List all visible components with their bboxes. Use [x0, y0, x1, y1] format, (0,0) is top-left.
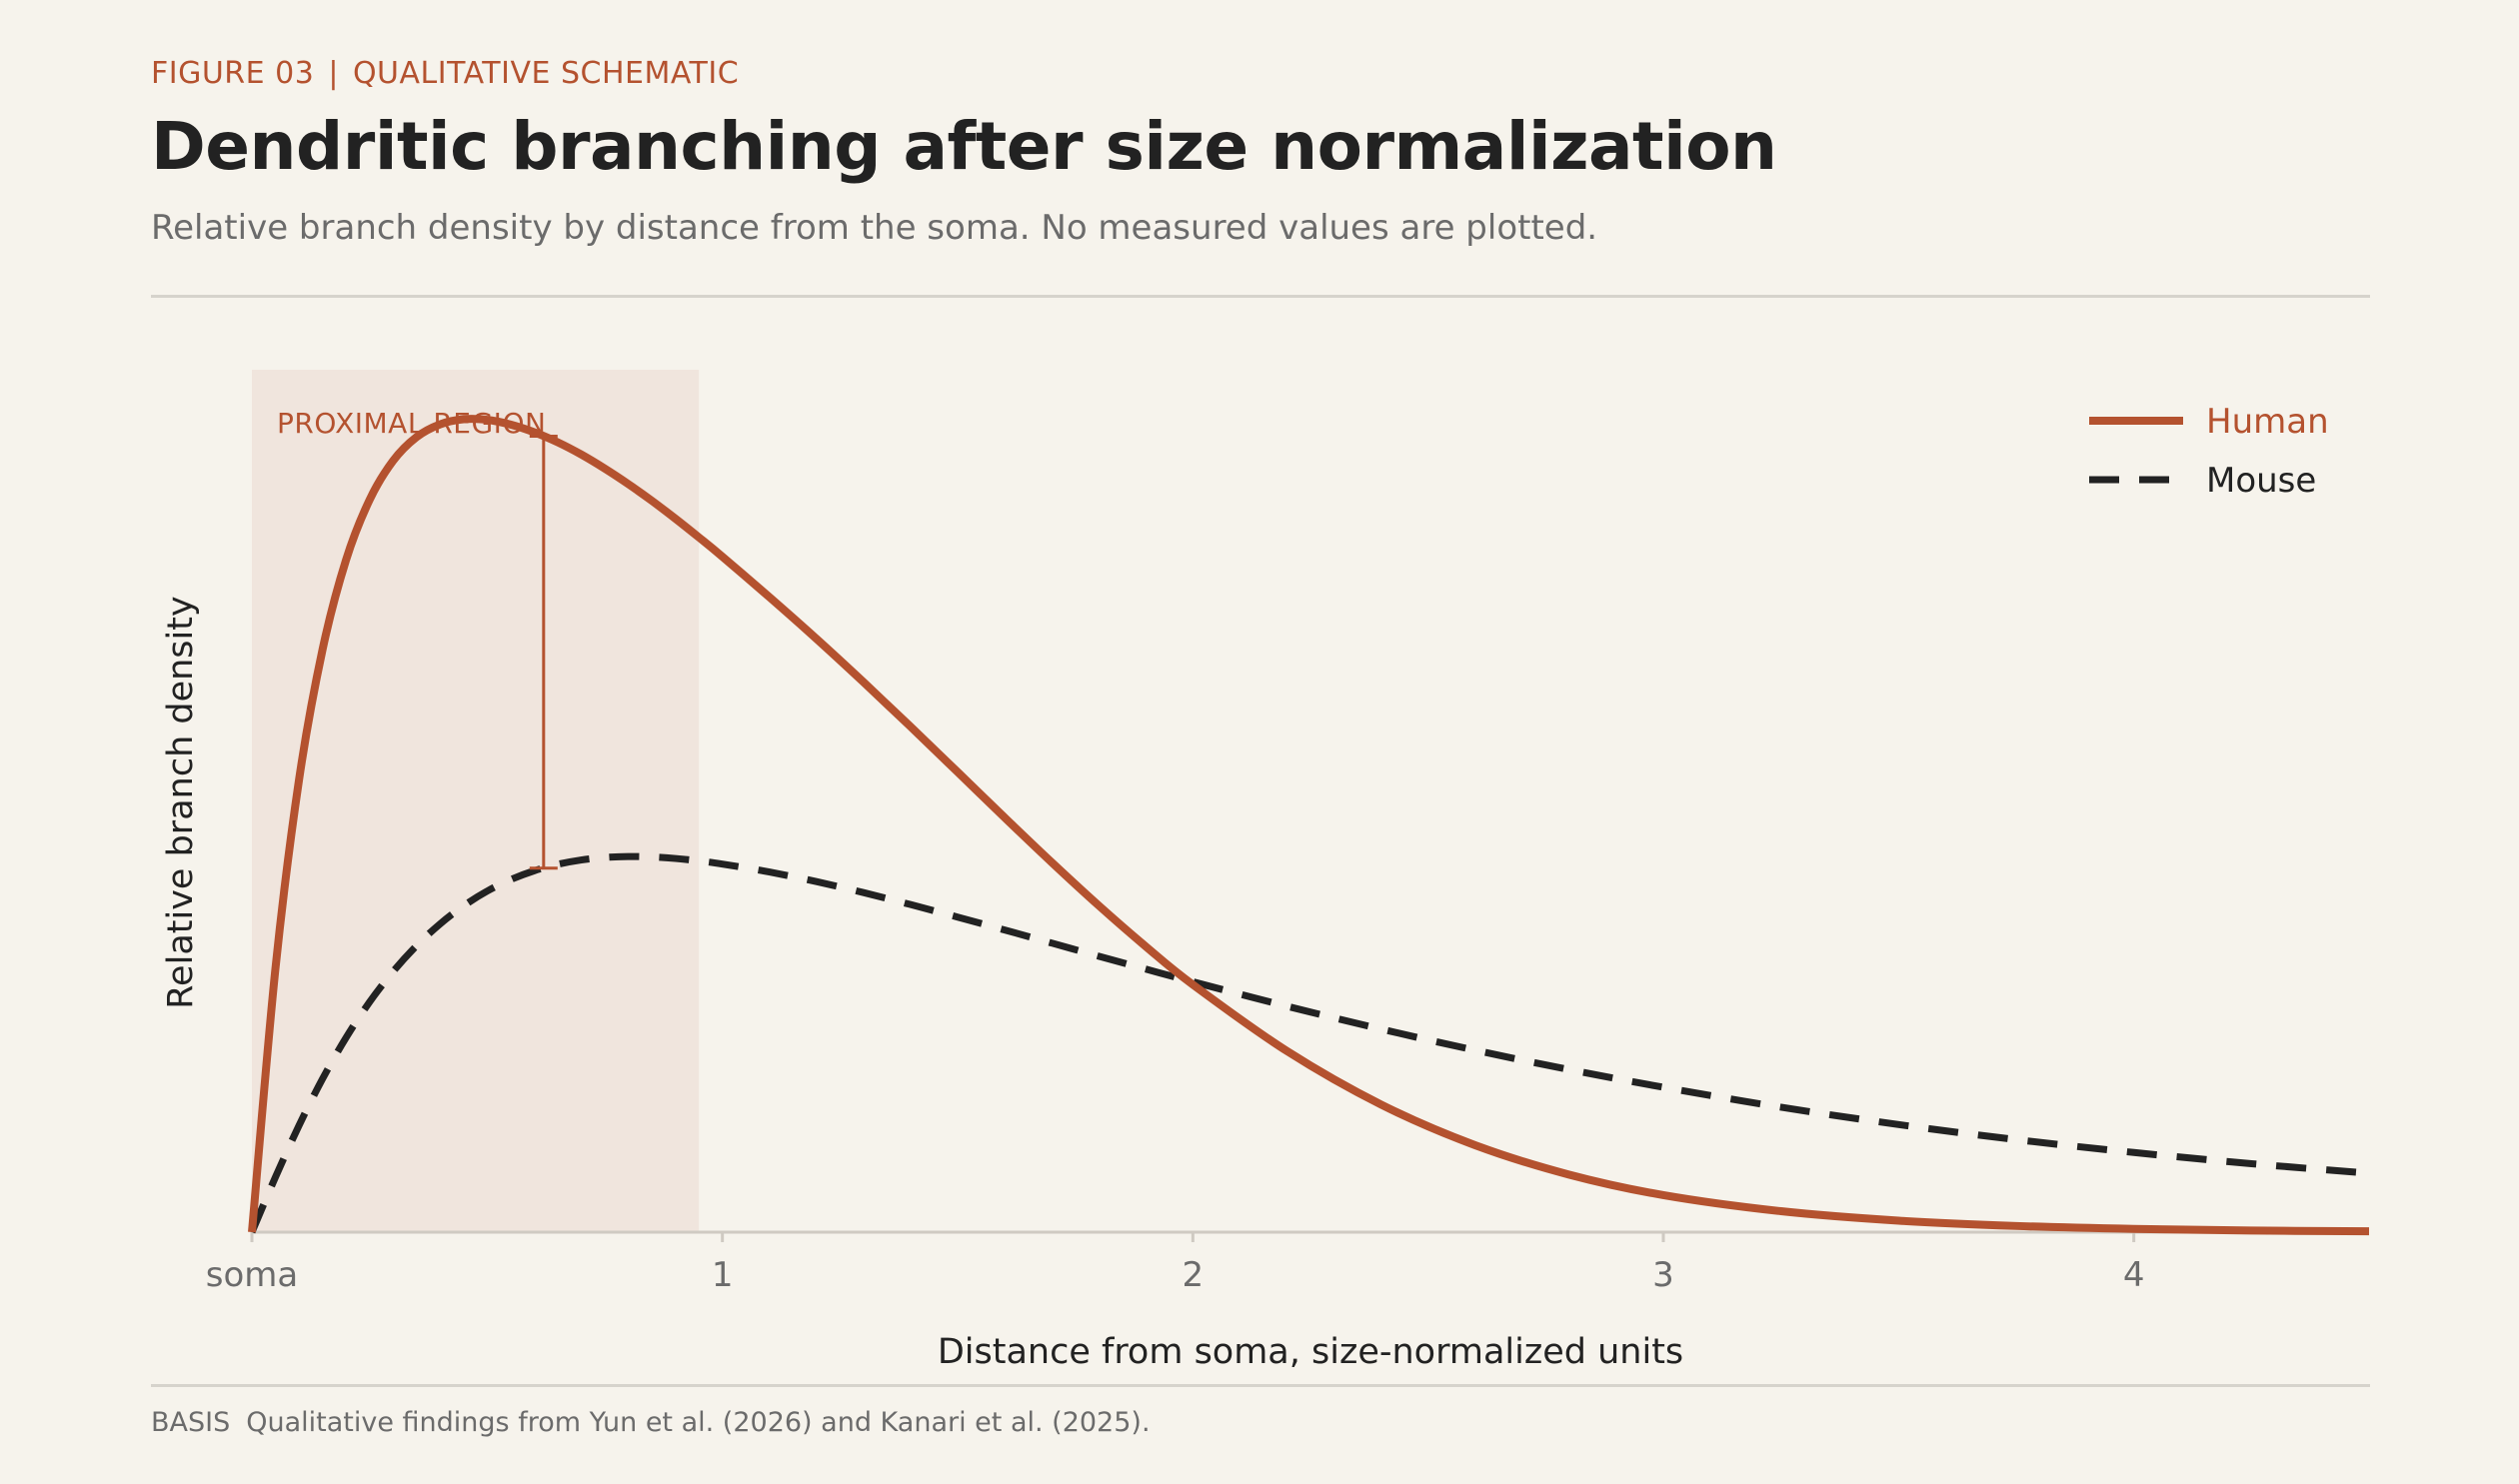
figure-kind: QUALITATIVE SCHEMATIC	[352, 56, 740, 91]
legend-label-mouse: Mouse	[2206, 461, 2316, 501]
footnote-label: BASIS	[151, 1407, 231, 1438]
source-footnote: BASIS Qualitative findings from Yun et al…	[151, 1407, 1151, 1438]
series-line-mouse	[248, 852, 2370, 1234]
y-axis-title: Relative branch density	[161, 596, 201, 1008]
top-divider	[151, 295, 2370, 298]
figure-label: FIGURE 03	[151, 56, 315, 91]
chart-title: Dendritic branching after size normaliza…	[151, 108, 1777, 185]
x-axis-title: Distance from soma, size-normalized unit…	[938, 1332, 1683, 1372]
bottom-divider	[151, 1384, 2370, 1387]
x-tick-label: 4	[2123, 1255, 2145, 1295]
x-tick-label: 2	[1183, 1255, 1205, 1295]
x-tick-label: soma	[206, 1255, 298, 1295]
figure-kicker: FIGURE 03 | QUALITATIVE SCHEMATIC	[151, 56, 739, 91]
x-tick-label: 1	[712, 1255, 734, 1295]
kicker-separator: |	[328, 56, 339, 91]
legend-label-human: Human	[2206, 402, 2329, 442]
footnote-text: Qualitative findings from Yun et al. (20…	[246, 1407, 1151, 1438]
x-tick-label: 3	[1652, 1255, 1674, 1295]
chart-subtitle: Relative branch density by distance from…	[151, 208, 1598, 248]
proximal-region-band	[252, 370, 700, 1232]
series-line-human	[248, 415, 2370, 1236]
